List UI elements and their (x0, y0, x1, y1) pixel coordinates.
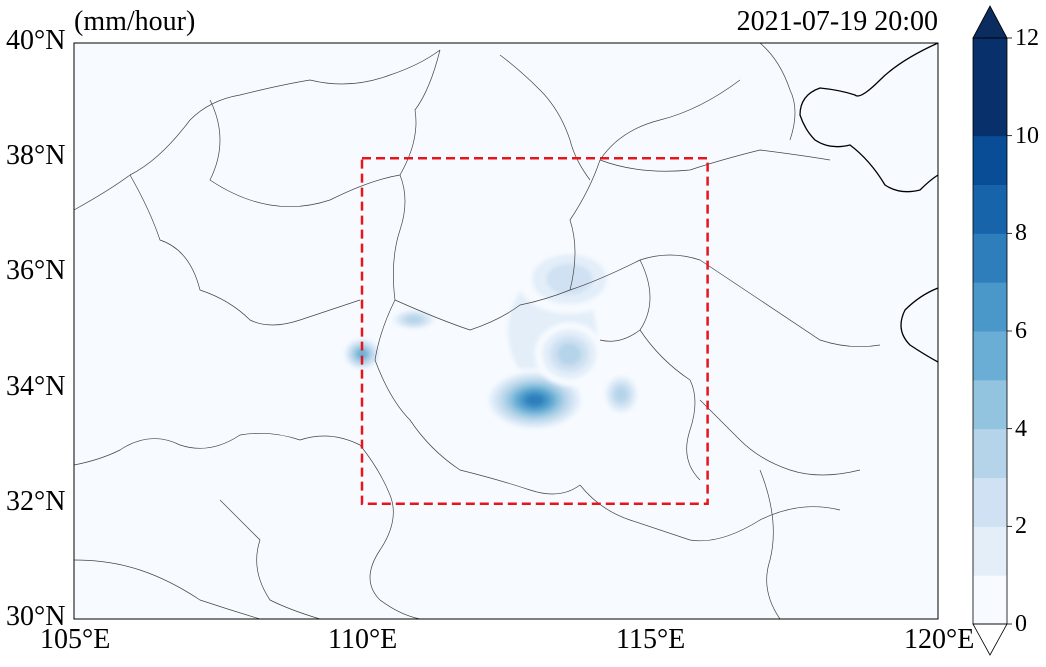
boundary-line (699, 399, 861, 476)
boundary-line (759, 469, 781, 619)
timestamp-label: 2021-07-19 20:00 (736, 6, 938, 37)
lat-tick-label: 36°N (6, 255, 66, 287)
precip-contour (404, 315, 423, 324)
precip-contour (546, 263, 593, 295)
precip-contour (614, 386, 629, 403)
colorbar-segment (973, 477, 1007, 527)
lat-tick-label: 30°N (6, 601, 66, 632)
boundary-line (129, 174, 361, 326)
colorbar-segment (973, 282, 1007, 332)
boundary-line (759, 43, 796, 141)
lon-tick-label: 105°E (40, 624, 111, 655)
colorbar-tick-label: 8 (1015, 220, 1027, 247)
colorbar-tick-label: 0 (1015, 611, 1027, 637)
colorbar-tick-label: 6 (1015, 318, 1027, 344)
boundary-line (219, 499, 321, 619)
precipitation-fill-layer (223, 238, 656, 576)
colorbar-tick-label: 2 (1015, 513, 1027, 540)
colorbar-tick-label: 4 (1015, 415, 1027, 442)
boundary-line (499, 54, 591, 181)
boundary-line (599, 259, 651, 342)
lat-tick-label: 38°N (6, 140, 66, 172)
boundary-line (579, 484, 841, 542)
colorbar-segment (973, 233, 1007, 283)
colorbar-segment (973, 526, 1007, 576)
lat-tick-label: 32°N (6, 485, 66, 517)
coastline-shandong (900, 287, 938, 363)
precip-contour (410, 238, 440, 262)
colorbar-segment (973, 184, 1007, 234)
boundary-line (394, 254, 701, 331)
colorbar-segment (973, 379, 1007, 430)
precip-contour (357, 349, 367, 359)
boundary-line (74, 559, 261, 619)
precip-contour (223, 535, 270, 576)
lat-tick-label: 34°N (6, 370, 66, 402)
boundary-line (374, 299, 581, 495)
coastline-bohai (799, 43, 938, 193)
boundary-line (639, 329, 701, 481)
coastline (799, 43, 938, 363)
colorbar-tick-label: 10 (1015, 122, 1039, 149)
map-frame (73, 42, 939, 620)
colorbar-segment (973, 135, 1007, 185)
precip-contour (557, 343, 582, 366)
focus-region-box (360, 156, 709, 506)
precip-contour (223, 479, 305, 505)
boundary-line (699, 259, 881, 347)
colorbar-segment (973, 38, 1007, 88)
boundary-line (599, 149, 831, 172)
colorbar-segment (973, 575, 1007, 625)
precip-contour (477, 509, 501, 545)
boundary-line (74, 433, 361, 466)
unit-label: (mm/hour) (74, 6, 196, 37)
colorbar-segment (973, 86, 1007, 137)
colorbar-extend-max (972, 5, 1008, 39)
colorbar-tick-label: 12 (1015, 25, 1039, 51)
lon-tick-label: 115°E (616, 624, 686, 655)
boundary-line (359, 444, 421, 619)
boundary-line (209, 99, 406, 301)
colorbar (972, 5, 1012, 656)
colorbar-extend-min (972, 623, 1008, 656)
boundary-line (399, 49, 441, 176)
lon-tick-label: 120°E (904, 624, 975, 655)
colorbar-segment (973, 428, 1007, 478)
province-boundaries (74, 43, 881, 619)
colorbar-segment (973, 331, 1007, 381)
precip-contour (525, 394, 545, 407)
lon-tick-label: 110°E (328, 624, 398, 655)
lat-tick-label: 40°N (6, 25, 66, 56)
